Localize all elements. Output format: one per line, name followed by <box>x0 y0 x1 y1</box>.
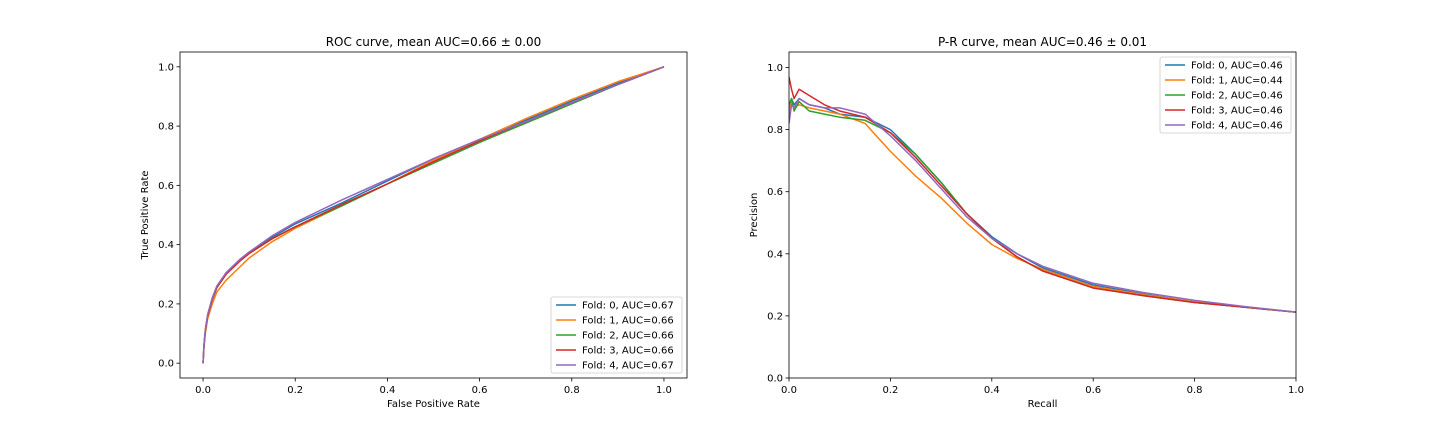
roc-x-tick-label: 0.2 <box>287 385 303 396</box>
pr-legend-box <box>1159 56 1292 134</box>
roc-legend-label-fold-0: Fold: 0, AUC=0.67 <box>582 301 674 312</box>
roc-legend: Fold: 0, AUC=0.67 Fold: 1, AUC=0.66 Fold: … <box>550 296 683 374</box>
pr-x-tick-label: 0.6 <box>1085 385 1101 396</box>
pr-x-tick-label: 1.0 <box>1288 385 1304 396</box>
roc-y-tick-label: 0.6 <box>158 181 174 192</box>
roc-x-tick-label: 0.8 <box>564 385 580 396</box>
pr-series-line-fold-1 <box>789 100 1296 313</box>
roc-y-axis-label: True Positive Rate <box>140 170 151 260</box>
pr-x-tick-label: 0.8 <box>1187 385 1203 396</box>
roc-x-tick-label: 0.0 <box>195 385 211 396</box>
roc-y-tick-label: 0.0 <box>158 359 174 370</box>
pr-series-group <box>789 76 1296 313</box>
pr-axes-frame <box>788 51 1297 379</box>
roc-series-group <box>202 66 665 364</box>
pr-x-tick-label: 0.0 <box>781 385 797 396</box>
pr-y-axis-label: Precision <box>749 193 760 238</box>
pr-x-tick-label: 0.4 <box>984 385 1000 396</box>
roc-x-tick-label: 0.6 <box>472 385 488 396</box>
pr-legend-label-fold-3: Fold: 3, AUC=0.46 <box>1191 106 1283 117</box>
roc-y-tick-label: 1.0 <box>158 62 174 73</box>
pr-legend-label-fold-1: Fold: 1, AUC=0.44 <box>1191 76 1283 87</box>
roc-legend-label-fold-1: Fold: 1, AUC=0.66 <box>582 316 674 327</box>
pr-x-axis-label: Recall <box>1028 399 1058 410</box>
roc-legend-box <box>550 296 683 374</box>
pr-y-tick-label: 0.2 <box>767 311 783 322</box>
pr-y-tick-label: 1.0 <box>767 63 783 74</box>
roc-legend-label-fold-2: Fold: 2, AUC=0.66 <box>582 331 674 342</box>
pr-title: P-R curve, mean AUC=0.46 ± 0.01 <box>938 35 1147 49</box>
roc-y-tick-label: 0.8 <box>158 122 174 133</box>
pr-legend: Fold: 0, AUC=0.46 Fold: 1, AUC=0.44 Fold: … <box>1159 56 1292 134</box>
pr-x-tick-label: 0.2 <box>882 385 898 396</box>
pr-y-tick-label: 0.6 <box>767 187 783 198</box>
roc-x-axis-label: False Positive Rate <box>387 399 480 410</box>
pr-y-tick-label: 0.8 <box>767 125 783 136</box>
pr-series-line-fold-3 <box>789 76 1296 313</box>
roc-x-tick-label: 0.4 <box>379 385 395 396</box>
roc-title: ROC curve, mean AUC=0.66 ± 0.00 <box>326 35 542 49</box>
pr-series-line-fold-4 <box>789 97 1296 313</box>
roc-chart: ROC curve, mean AUC=0.66 ± 0.00 0.0 0.2 0.4… <box>140 35 688 410</box>
pr-chart: P-R curve, mean AUC=0.46 ± 0.01 0.0 0.2 0.4… <box>749 35 1304 410</box>
pr-y-tick-label: 0.4 <box>767 249 783 260</box>
pr-legend-label-fold-4: Fold: 4, AUC=0.46 <box>1191 121 1283 132</box>
pr-y-tick-label: 0.0 <box>767 374 783 385</box>
roc-legend-label-fold-4: Fold: 4, AUC=0.67 <box>582 361 674 372</box>
roc-y-tick-label: 0.2 <box>158 299 174 310</box>
roc-x-tick-label: 1.0 <box>656 385 672 396</box>
pr-legend-label-fold-0: Fold: 0, AUC=0.46 <box>1191 61 1283 72</box>
roc-series-line-fold-4 <box>202 66 665 364</box>
roc-axes-frame <box>179 51 688 379</box>
pr-legend-label-fold-2: Fold: 2, AUC=0.46 <box>1191 91 1283 102</box>
roc-legend-label-fold-3: Fold: 3, AUC=0.66 <box>582 346 674 357</box>
roc-y-tick-label: 0.4 <box>158 240 174 251</box>
